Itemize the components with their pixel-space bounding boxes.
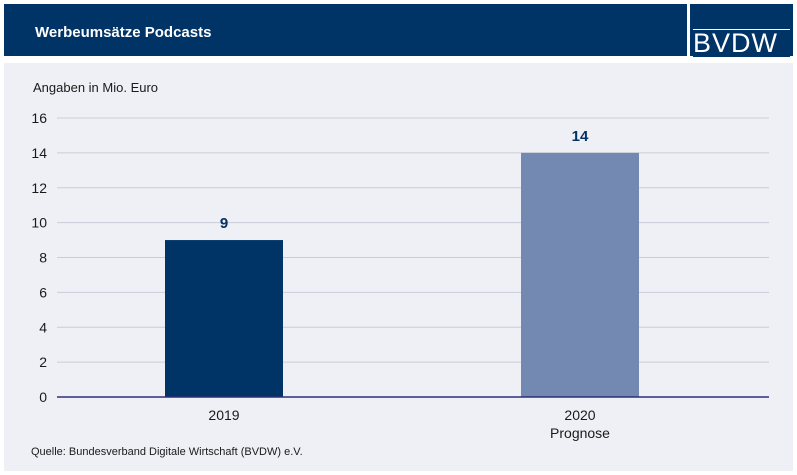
x-tick-label: 2020 (564, 407, 595, 423)
y-tick-label: 14 (31, 145, 47, 161)
x-tick-label: 2019 (208, 407, 239, 423)
x-tick-sublabel: Prognose (550, 425, 610, 441)
y-tick-label: 10 (31, 215, 47, 231)
chart-title: Werbeumsätze Podcasts (35, 24, 212, 41)
y-tick-label: 0 (39, 389, 47, 405)
logo-text: BVDW (693, 29, 790, 57)
bar (165, 240, 283, 397)
y-tick-label: 12 (31, 180, 47, 196)
y-axis-label: Angaben in Mio. Euro (33, 80, 159, 95)
y-tick-label: 8 (39, 250, 47, 266)
data-label: 9 (220, 215, 228, 232)
title-bar: Werbeumsätze Podcasts (4, 4, 687, 56)
source-note: Quelle: Bundesverband Digitale Wirtschaf… (31, 446, 303, 458)
y-tick-label: 2 (39, 354, 47, 370)
y-tick-label: 6 (39, 284, 47, 300)
y-tick-label: 4 (39, 319, 47, 335)
bvdw-logo: BVDW (690, 4, 793, 57)
y-tick-label: 16 (31, 110, 47, 126)
chart-header: Werbeumsätze Podcasts BVDW (0, 0, 797, 58)
chart-panel (4, 63, 793, 471)
data-label: 14 (572, 128, 589, 145)
bar (521, 152, 639, 397)
